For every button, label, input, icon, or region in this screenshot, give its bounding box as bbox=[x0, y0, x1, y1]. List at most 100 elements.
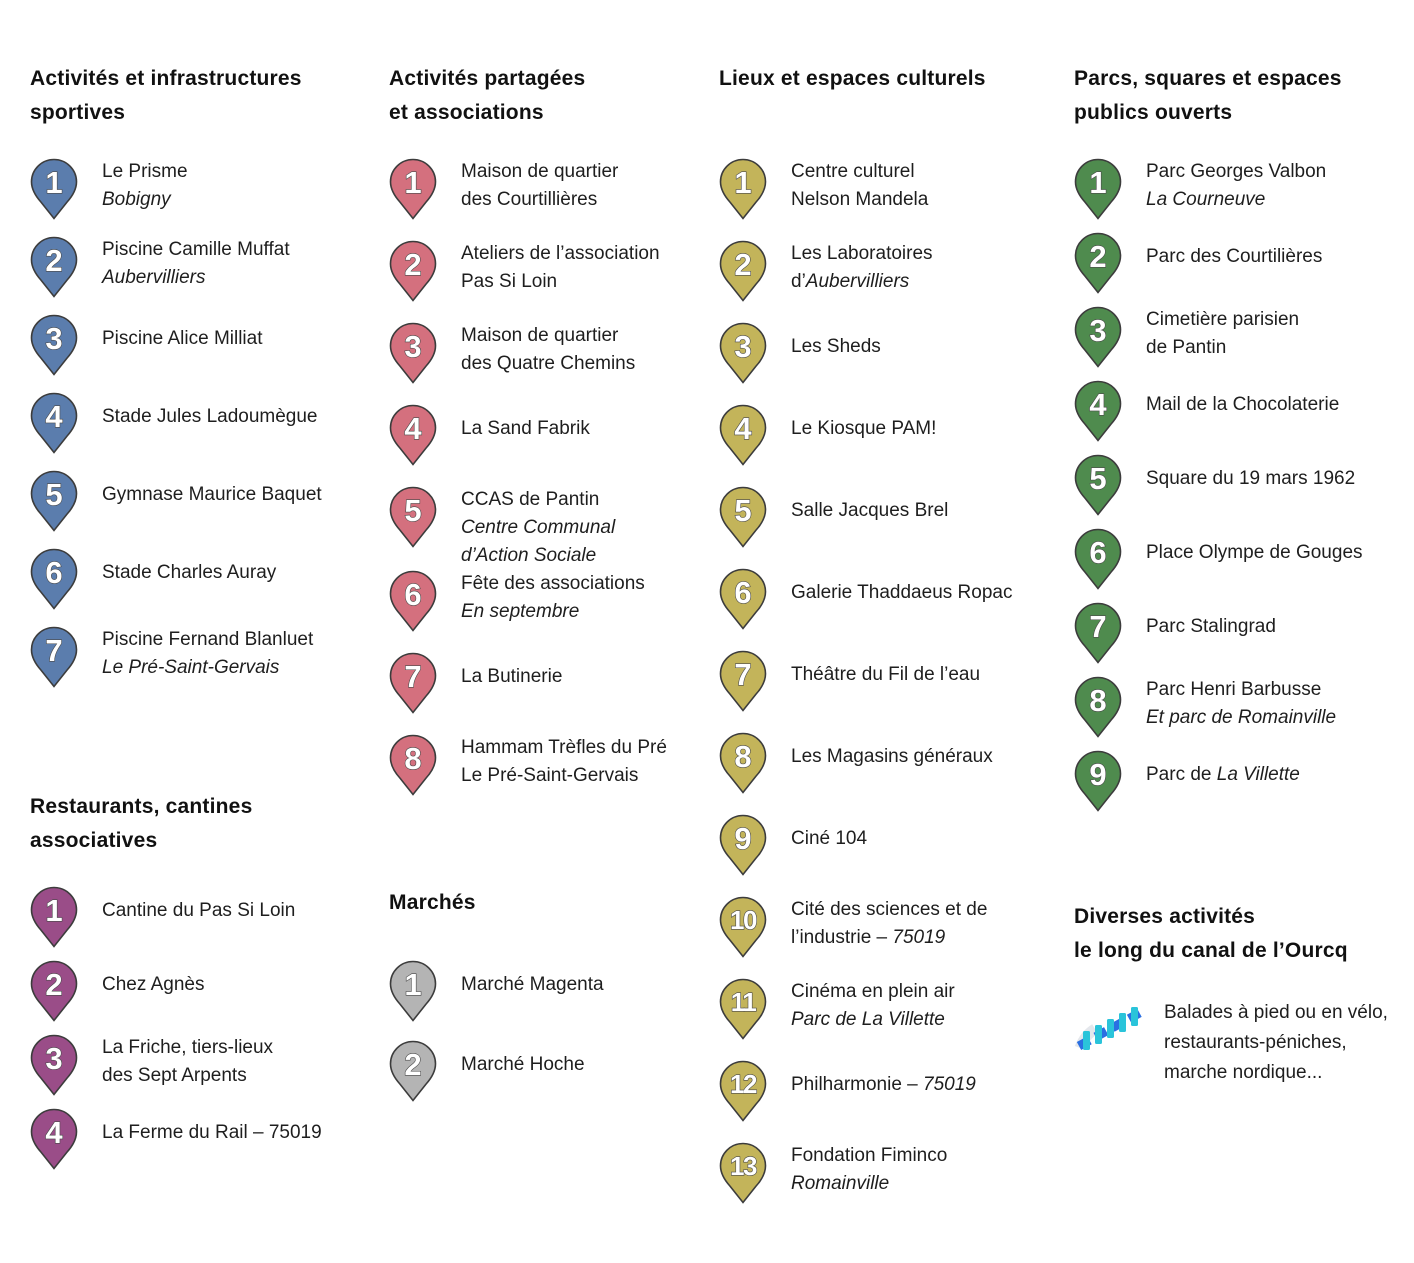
item-label: Square du 19 mars 1962 bbox=[1146, 454, 1355, 504]
item-label: Théâtre du Fil de l’eau bbox=[791, 650, 980, 700]
map-pin-icon: 9 bbox=[719, 814, 767, 876]
item-label-line: Hammam Trèfles du Pré bbox=[461, 734, 667, 762]
legend-item-culturels-5: 5 Salle Jacques Brel bbox=[719, 486, 1059, 568]
item-text-segment: Aubervilliers bbox=[102, 267, 206, 288]
item-label-line: des Sept Arpents bbox=[102, 1062, 273, 1090]
item-label: Stade Jules Ladoumègue bbox=[102, 392, 318, 442]
pin-shape bbox=[719, 1142, 767, 1204]
item-text-segment: Aubervilliers bbox=[805, 271, 910, 292]
pin-number: 8 bbox=[734, 739, 751, 774]
map-pin-icon: 7 bbox=[30, 626, 78, 688]
item-text-segment: Piscine Fernand Blanluet bbox=[102, 629, 314, 650]
item-text-segment: Le Pré-Saint-Gervais bbox=[102, 657, 280, 678]
item-label-line: Le Pré-Saint-Gervais bbox=[102, 654, 313, 682]
item-text-segment: La Ferme du Rail – 75019 bbox=[102, 1122, 322, 1143]
item-text-segment: Cité des sciences et de bbox=[791, 899, 988, 920]
section-title-sports: Activités et infrastructures sportives bbox=[30, 67, 302, 124]
map-pin-icon: 1 bbox=[30, 158, 78, 220]
item-text-segment: des Quatre Chemins bbox=[461, 353, 636, 374]
map-pin-icon: 5 bbox=[1074, 454, 1122, 516]
pin-number: 4 bbox=[1089, 387, 1107, 422]
item-label: Maison de quartier des Quatre Chemins bbox=[461, 322, 635, 378]
map-pin-icon: 7 bbox=[1074, 602, 1122, 664]
map-pin-icon: 1 bbox=[1074, 158, 1122, 220]
pin-number: 4 bbox=[45, 1115, 63, 1150]
item-text-segment: Et parc de Romainville bbox=[1146, 707, 1337, 728]
item-text-segment: En septembre bbox=[461, 601, 580, 622]
pin-shape bbox=[1074, 158, 1122, 220]
map-pin-icon: 3 bbox=[1074, 306, 1122, 368]
map-pin-icon: 4 bbox=[30, 392, 78, 454]
item-text-segment: Pas Si Loin bbox=[461, 271, 558, 292]
item-label-line: Parc de La Villette bbox=[791, 1006, 955, 1034]
pin-number: 7 bbox=[734, 657, 751, 692]
pin-number: 3 bbox=[45, 1041, 62, 1076]
item-label: Marché Hoche bbox=[461, 1040, 585, 1090]
pin-number: 3 bbox=[1089, 313, 1106, 348]
item-label: Hammam Trèfles du Pré Le Pré-Saint-Gervai… bbox=[461, 734, 667, 790]
item-label-line: Maison de quartier bbox=[461, 322, 635, 350]
map-pin-icon: 8 bbox=[1074, 676, 1122, 738]
legend-item-culturels-8: 8 Les Magasins généraux bbox=[719, 732, 1059, 814]
section-restaurants: Restaurants, cantines associatives 1 Canti… bbox=[30, 790, 370, 1182]
map-pin-icon: 7 bbox=[719, 650, 767, 712]
legend-item-culturels-10: 10 Cité des sciences et de l’industrie – 7… bbox=[719, 896, 1059, 978]
legend-item-sports-5: 5 Gymnase Maurice Baquet bbox=[30, 470, 370, 548]
item-text-segment: Fondation Fiminco bbox=[791, 1145, 948, 1166]
item-label-line: Les Magasins généraux bbox=[791, 743, 993, 771]
item-text-segment: Salle Jacques Brel bbox=[791, 500, 949, 521]
section-title-diverses: Diverses activités le long du canal de l… bbox=[1074, 905, 1348, 962]
pin-shape bbox=[389, 734, 437, 796]
item-text-segment: Parc des Courtilières bbox=[1146, 246, 1323, 267]
pin-shape bbox=[719, 568, 767, 630]
canal-note-row: Balades à pied ou en vélo, restaurants-pé… bbox=[1074, 998, 1414, 1088]
pin-shape bbox=[30, 470, 78, 532]
item-label: Piscine Fernand Blanluet Le Pré-Saint-Ger… bbox=[102, 626, 313, 682]
item-text-segment: Place Olympe de Gouges bbox=[1146, 542, 1363, 563]
pin-shape bbox=[389, 960, 437, 1022]
item-label-line: Cimetière parisien bbox=[1146, 306, 1299, 334]
legend-item-culturels-13: 13 Fondation Fiminco Romainville bbox=[719, 1142, 1059, 1224]
pin-shape bbox=[1074, 528, 1122, 590]
legend-item-culturels-2: 2 Les Laboratoires d’Aubervilliers bbox=[719, 240, 1059, 322]
section-title-restaurants: Restaurants, cantines associatives bbox=[30, 795, 253, 852]
item-text-segment: Chez Agnès bbox=[102, 974, 205, 995]
pin-shape bbox=[1074, 602, 1122, 664]
item-label-line: Le Kiosque PAM! bbox=[791, 415, 936, 443]
item-label-line: Square du 19 mars 1962 bbox=[1146, 465, 1355, 493]
pin-number: 3 bbox=[734, 329, 751, 364]
pin-number: 6 bbox=[45, 555, 62, 590]
item-label-line: Parc de La Villette bbox=[1146, 761, 1300, 789]
item-text-segment: des Courtillières bbox=[461, 189, 598, 210]
item-text-segment: La Courneuve bbox=[1146, 189, 1266, 210]
item-label-line: Le Prisme bbox=[102, 158, 188, 186]
map-pin-icon: 2 bbox=[30, 960, 78, 1022]
pin-shape bbox=[30, 158, 78, 220]
item-label-line: Ciné 104 bbox=[791, 825, 867, 853]
item-label-line: La Friche, tiers-lieux bbox=[102, 1034, 273, 1062]
item-text-segment: Bobigny bbox=[102, 189, 171, 210]
item-label-line: Piscine Fernand Blanluet bbox=[102, 626, 313, 654]
pin-shape bbox=[719, 896, 767, 958]
pin-number: 1 bbox=[404, 967, 421, 1002]
item-label: La Friche, tiers-lieux des Sept Arpents bbox=[102, 1034, 273, 1090]
section-sports: Activités et infrastructures sportives 1 L… bbox=[30, 62, 370, 704]
pin-shape bbox=[719, 650, 767, 712]
legend-item-restaurants-2: 2 Chez Agnès bbox=[30, 960, 370, 1034]
item-label-line: Piscine Alice Milliat bbox=[102, 325, 263, 353]
map-pin-icon: 9 bbox=[1074, 750, 1122, 812]
item-text-segment: Piscine Alice Milliat bbox=[102, 328, 263, 349]
item-text-segment: Philharmonie – bbox=[791, 1074, 924, 1095]
legend-item-culturels-4: 4 Le Kiosque PAM! bbox=[719, 404, 1059, 486]
map-pin-icon: 2 bbox=[719, 240, 767, 302]
item-text-segment: Stade Charles Auray bbox=[102, 562, 277, 583]
item-label-line: La Ferme du Rail – 75019 bbox=[102, 1119, 322, 1147]
pin-number: 2 bbox=[404, 1047, 421, 1082]
legend-item-marches-2: 2 Marché Hoche bbox=[389, 1040, 714, 1120]
pin-shape bbox=[30, 886, 78, 948]
item-label-line: Romainville bbox=[791, 1170, 947, 1198]
item-label-line: Marché Hoche bbox=[461, 1051, 585, 1079]
pin-shape bbox=[30, 236, 78, 298]
legend-item-restaurants-1: 1 Cantine du Pas Si Loin bbox=[30, 886, 370, 960]
pin-number: 4 bbox=[45, 399, 63, 434]
